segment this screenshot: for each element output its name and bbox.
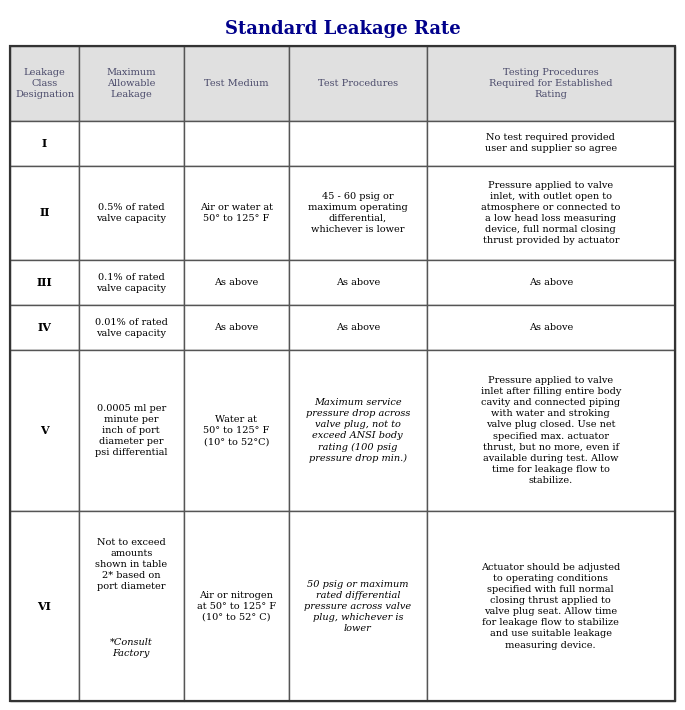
Bar [288,305,427,350]
Bar [427,165,675,261]
Bar [184,261,288,305]
Text: Not to exceed
amounts
shown in table
2* based on
port diameter: Not to exceed amounts shown in table 2* … [95,537,167,591]
Text: Maximum
Allowable
Leakage: Maximum Allowable Leakage [106,67,156,99]
Bar [427,46,675,121]
Text: 0.0005 ml per
minute per
inch of port
diameter per
psi differential: 0.0005 ml per minute per inch of port di… [95,404,167,457]
Bar [10,165,79,261]
Text: *Consult
Factory: *Consult Factory [110,638,153,658]
Text: Water at
50° to 125° F
(10° to 52°C): Water at 50° to 125° F (10° to 52°C) [203,415,269,446]
Bar [184,121,288,165]
Bar [79,121,184,165]
Bar [10,511,79,701]
Text: Leakage
Class
Designation: Leakage Class Designation [15,67,74,99]
Bar [79,350,184,511]
Bar [10,350,79,511]
Bar [10,305,79,350]
Bar [288,46,427,121]
Text: Maximum service
pressure drop across
valve plug, not to
exceed ANSI body
rating : Maximum service pressure drop across val… [306,398,410,463]
Text: IV: IV [38,322,51,333]
Text: As above: As above [214,278,258,288]
Bar [184,165,288,261]
Bar [288,165,427,261]
Bar [427,261,675,305]
Text: Test Medium: Test Medium [204,79,269,88]
Bar [184,46,288,121]
Text: Air or nitrogen
at 50° to 125° F
(10° to 52° C): Air or nitrogen at 50° to 125° F (10° to… [197,591,276,622]
Text: No test required provided
user and supplier so agree: No test required provided user and suppl… [485,133,617,153]
Text: Test Procedures: Test Procedures [318,79,398,88]
Bar [288,511,427,701]
Text: 0.5% of rated
valve capacity: 0.5% of rated valve capacity [96,203,166,223]
Bar [288,121,427,165]
Bar [427,511,675,701]
Text: 0.01% of rated
valve capacity: 0.01% of rated valve capacity [95,317,168,338]
Text: 45 - 60 psig or
maximum operating
differential,
whichever is lower: 45 - 60 psig or maximum operating differ… [308,192,408,234]
Text: Pressure applied to valve
inlet after filling entire body
cavity and connected p: Pressure applied to valve inlet after fi… [481,376,621,485]
Bar [10,121,79,165]
Bar [288,261,427,305]
Text: 50 psig or maximum
rated differential
pressure across valve
plug, whichever is
l: 50 psig or maximum rated differential pr… [304,579,412,633]
Bar [79,165,184,261]
Text: Testing Procedures
Required for Established
Rating: Testing Procedures Required for Establis… [489,67,612,99]
Text: As above: As above [529,323,573,332]
Bar [79,261,184,305]
Text: As above: As above [336,323,380,332]
Bar [184,350,288,511]
Text: Pressure applied to valve
inlet, with outlet open to
atmosphere or connected to
: Pressure applied to valve inlet, with ou… [481,181,621,245]
Text: Air or water at
50° to 125° F: Air or water at 50° to 125° F [200,203,273,223]
Text: VI: VI [38,601,51,612]
Bar [427,305,675,350]
Text: As above: As above [214,323,258,332]
Text: III: III [36,278,52,288]
Bar [79,305,184,350]
Text: As above: As above [529,278,573,288]
Bar [79,511,184,701]
Bar [79,46,184,121]
Text: Standard Leakage Rate: Standard Leakage Rate [225,20,460,38]
Text: As above: As above [336,278,380,288]
Text: I: I [42,138,47,148]
Text: 0.1% of rated
valve capacity: 0.1% of rated valve capacity [96,273,166,293]
Bar [184,511,288,701]
Text: Actuator should be adjusted
to operating conditions
specified with full normal
c: Actuator should be adjusted to operating… [481,563,621,650]
Bar [427,350,675,511]
Bar [184,305,288,350]
Bar [10,46,79,121]
Text: V: V [40,425,49,436]
Bar [288,350,427,511]
Bar [427,121,675,165]
Text: II: II [39,207,50,219]
Bar [10,261,79,305]
